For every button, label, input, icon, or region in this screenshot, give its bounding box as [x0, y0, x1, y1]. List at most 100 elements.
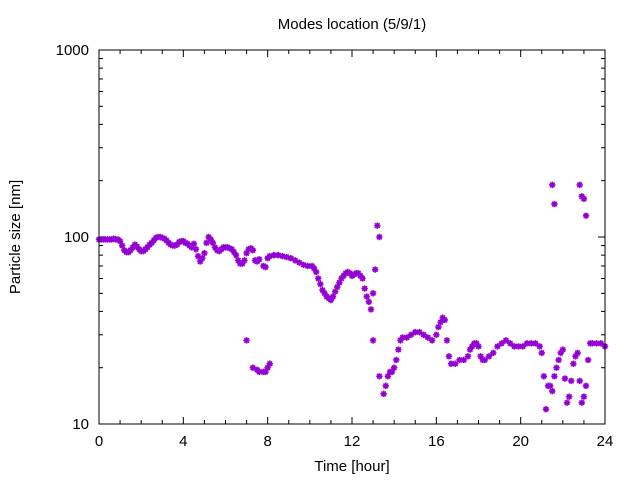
- data-point: [118, 242, 126, 249]
- data-point: [234, 257, 242, 264]
- x-tick-label: 0: [95, 433, 103, 450]
- data-point: [226, 245, 233, 252]
- data-point: [515, 343, 522, 350]
- data-point: [156, 233, 164, 241]
- data-point: [511, 343, 518, 350]
- data-point: [334, 283, 341, 291]
- data-point: [369, 337, 377, 344]
- data-point: [249, 364, 257, 371]
- data-point: [228, 246, 236, 253]
- data-point: [374, 222, 381, 229]
- data-point: [494, 343, 501, 350]
- axis-ticks: 0 4 8 12 16 20 24 10 100 1000: [56, 42, 614, 450]
- data-point: [319, 286, 326, 294]
- data-point: [188, 244, 195, 251]
- data-point: [570, 360, 577, 367]
- data-point: [312, 268, 320, 276]
- data-point: [424, 334, 432, 341]
- data-point: [224, 244, 231, 251]
- data-point: [382, 382, 389, 390]
- data-point: [327, 296, 335, 304]
- data-point: [148, 239, 155, 247]
- data-point: [256, 256, 263, 263]
- data-point: [559, 346, 567, 353]
- data-point: [197, 258, 204, 265]
- data-point: [593, 340, 600, 347]
- x-tick-label: 16: [428, 433, 445, 450]
- data-point: [357, 272, 364, 280]
- data-point: [549, 181, 556, 189]
- data-point: [582, 212, 590, 219]
- data-point: [213, 246, 221, 254]
- x-tick-label: 8: [263, 433, 271, 450]
- data-point: [393, 356, 400, 364]
- data-point: [211, 244, 219, 251]
- data-point: [266, 252, 273, 260]
- data-point: [270, 251, 278, 259]
- data-point: [475, 343, 482, 350]
- data-point: [384, 373, 392, 380]
- data-point: [359, 275, 366, 282]
- data-point: [245, 246, 252, 253]
- data-point: [576, 181, 583, 189]
- data-point: [201, 249, 208, 257]
- data-point: [144, 244, 151, 251]
- y-tick-label: 10: [72, 416, 89, 433]
- data-point: [365, 298, 373, 306]
- x-tick-label: 24: [597, 433, 614, 450]
- data-point: [473, 340, 480, 347]
- data-point: [390, 364, 398, 371]
- data-point: [241, 257, 248, 264]
- data-point: [597, 340, 604, 347]
- data-point: [331, 288, 339, 295]
- data-point: [416, 328, 423, 336]
- data-point: [388, 368, 396, 376]
- data-point: [399, 334, 406, 341]
- data-point: [152, 234, 160, 242]
- data-point: [553, 364, 560, 371]
- data-point: [551, 200, 558, 208]
- data-point: [279, 252, 286, 260]
- data-point: [407, 331, 415, 338]
- data-point: [433, 331, 440, 338]
- data-point: [371, 266, 379, 273]
- data-point: [428, 337, 436, 344]
- data-point: [580, 393, 588, 400]
- data-point: [572, 353, 579, 360]
- data-point: [159, 234, 166, 242]
- data-point: [232, 251, 240, 259]
- data-point: [435, 323, 442, 331]
- data-point: [209, 239, 217, 247]
- data-point: [376, 233, 383, 241]
- data-point: [266, 360, 273, 367]
- data-point: [403, 334, 411, 341]
- plot-frame: [98, 49, 606, 425]
- data-point: [230, 248, 238, 256]
- data-point: [498, 340, 505, 347]
- data-point: [367, 306, 375, 313]
- data-point: [528, 340, 535, 347]
- data-point: [173, 241, 181, 248]
- data-point: [468, 343, 476, 350]
- data-point: [363, 293, 370, 300]
- data-point: [519, 343, 526, 350]
- data-point: [460, 356, 467, 364]
- data-point: [304, 262, 311, 270]
- data-point: [338, 275, 345, 282]
- x-axis-label: Time [hour]: [314, 458, 389, 475]
- data-point: [291, 257, 299, 264]
- data-point: [127, 246, 134, 254]
- data-point: [565, 393, 573, 400]
- data-point: [542, 405, 550, 413]
- data-point: [300, 261, 307, 269]
- data-point: [108, 236, 115, 243]
- x-tick-label: 12: [344, 433, 361, 450]
- data-point: [536, 343, 543, 350]
- data-point: [129, 244, 136, 251]
- data-point: [110, 235, 117, 242]
- data-point: [116, 237, 124, 245]
- data-point: [175, 238, 183, 246]
- data-points: [95, 181, 609, 413]
- data-point: [243, 337, 250, 344]
- data-point: [549, 387, 556, 395]
